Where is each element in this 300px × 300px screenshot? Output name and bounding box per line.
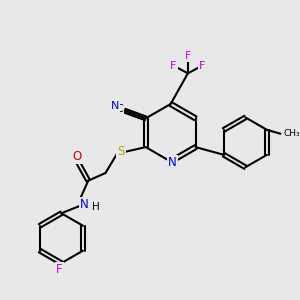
Text: CH₃: CH₃ bbox=[283, 129, 300, 138]
Text: H: H bbox=[92, 202, 100, 212]
Text: F: F bbox=[199, 61, 206, 70]
Text: N: N bbox=[168, 156, 177, 169]
Text: N: N bbox=[80, 198, 89, 211]
Text: O: O bbox=[72, 150, 81, 163]
Text: C: C bbox=[115, 104, 123, 114]
Text: S: S bbox=[117, 146, 124, 158]
Text: F: F bbox=[170, 61, 177, 70]
Text: N: N bbox=[111, 101, 119, 111]
Text: F: F bbox=[185, 51, 191, 61]
Text: F: F bbox=[56, 263, 63, 276]
